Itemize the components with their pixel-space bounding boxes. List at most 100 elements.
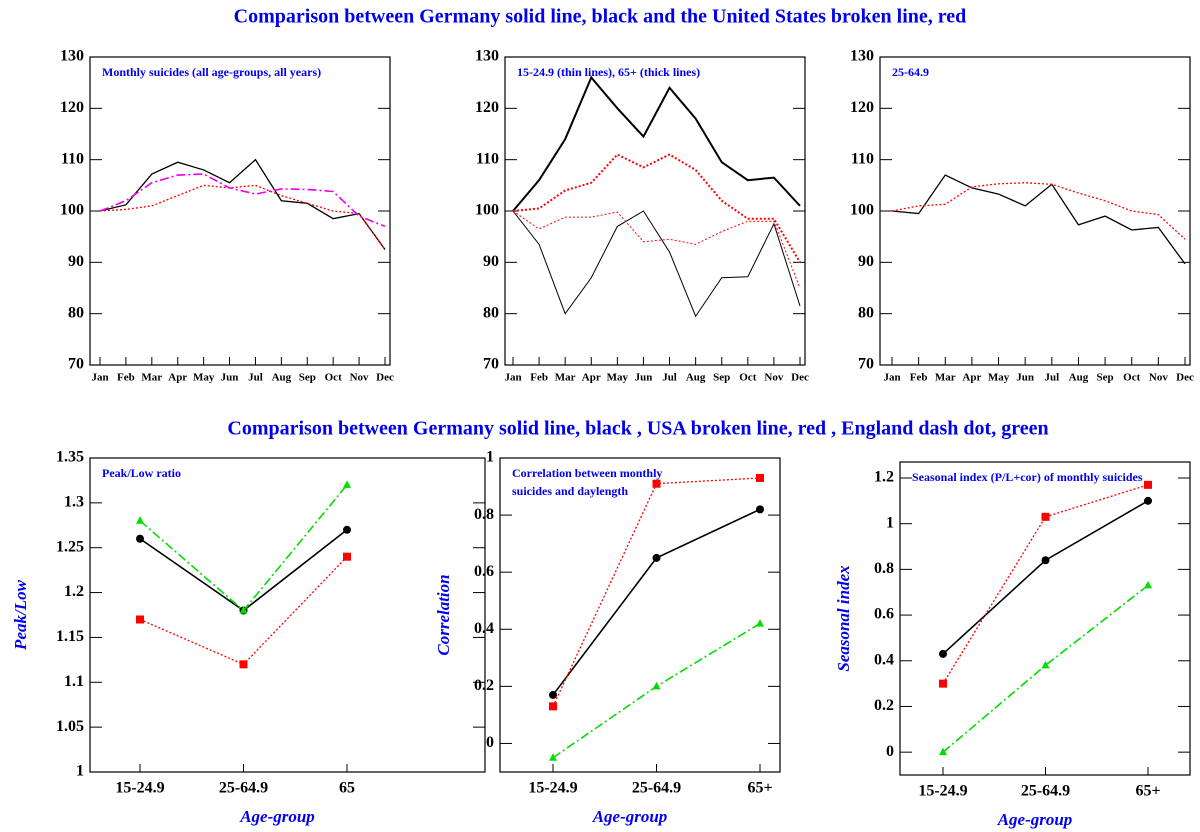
y-tick-label: 0.2: [874, 697, 894, 714]
y-tick-label: 1: [886, 514, 894, 531]
plot-frame: [499, 457, 781, 773]
series-line: [139, 529, 348, 612]
marker: [1041, 660, 1050, 669]
plot-frame: [89, 457, 486, 773]
x-tick-label: Jun: [1016, 372, 1034, 384]
marker: [939, 649, 947, 658]
y-tick-label: 1.25: [56, 538, 84, 555]
marker: [239, 660, 248, 669]
x-tick-label: Sep: [713, 372, 730, 384]
y-tick-label: 0.4: [874, 651, 894, 668]
x-tick-label: May: [607, 372, 629, 384]
marker: [1041, 512, 1050, 521]
marker: [549, 753, 557, 761]
plot-note: Peak/Low ratio: [102, 466, 181, 480]
y-tick-label: 90: [483, 253, 499, 270]
x-tick-label: Jun: [635, 372, 653, 384]
y-tick-label: 1.2: [64, 583, 84, 600]
plot-note: Correlation between monthly: [512, 466, 662, 480]
series-line: [99, 173, 386, 228]
marker: [343, 525, 351, 534]
x-tick-label: May: [988, 372, 1010, 384]
x-tick-label: Dec: [791, 372, 809, 384]
y-tick-label: 100: [475, 202, 499, 219]
x-tick-label: Aug: [686, 372, 706, 384]
marker: [1144, 580, 1152, 589]
series-line: [552, 477, 761, 707]
y-tick-label: 130: [850, 48, 874, 65]
section-title: Comparison between Germany solid line, b…: [234, 6, 967, 28]
series-line: [512, 210, 801, 318]
x-tick-label: Apr: [582, 372, 601, 384]
y-tick-label: 0.2: [474, 677, 494, 694]
y-tick-label: 1.1: [64, 673, 84, 690]
x-tick-label: 25-64.9: [1021, 783, 1070, 800]
marker: [939, 747, 947, 756]
plot-note: Seasonal index (P/L+cor) of monthly suic…: [912, 470, 1143, 484]
series-line: [552, 508, 761, 696]
x-tick-label: Sep: [1097, 372, 1114, 384]
y-tick-label: 0.4: [474, 620, 494, 637]
x-axis-label: Age-group: [997, 810, 1073, 829]
plot-note: 25-64.9: [892, 65, 929, 79]
plot-note: 15-24.9 (thin lines), 65+ (thick lines): [517, 65, 700, 79]
x-tick-label: Jan: [91, 372, 108, 384]
x-tick-label: 25-64.9: [632, 780, 681, 797]
x-tick-label: Oct: [739, 372, 756, 384]
y-tick-label: 1.35: [56, 449, 84, 466]
x-tick-label: Dec: [376, 372, 394, 384]
y-tick-label: 110: [476, 150, 499, 167]
x-tick-label: 15-24.9: [115, 780, 164, 797]
y-tick-label: 70: [858, 356, 874, 373]
y-tick-label: 110: [851, 150, 874, 167]
series-line: [942, 584, 1149, 753]
x-tick-label: 65+: [1135, 783, 1160, 800]
x-axis-label: Age-group: [239, 807, 315, 826]
y-tick-label: 1.05: [56, 718, 84, 735]
x-tick-label: May: [193, 372, 215, 384]
y-tick-label: 100: [850, 202, 874, 219]
section-title: Comparison between Germany solid line, b…: [227, 418, 1048, 440]
marker: [239, 606, 248, 614]
y-tick-label: 80: [858, 304, 874, 321]
y-tick-label: 1.2: [874, 469, 894, 486]
series-line: [891, 182, 1186, 240]
plot-frame: [899, 461, 1191, 776]
x-tick-label: Apr: [168, 372, 187, 384]
y-tick-label: 120: [60, 99, 84, 116]
x-tick-label: Jun: [221, 372, 239, 384]
y-tick-label: 0.8: [474, 506, 494, 523]
series-line: [99, 158, 386, 250]
y-tick-label: 0.8: [874, 560, 894, 577]
x-tick-label: Nov: [350, 372, 369, 384]
marker: [1041, 556, 1050, 565]
y-tick-label: 80: [483, 304, 499, 321]
y-tick-label: 70: [68, 356, 84, 373]
plot-frame: [89, 56, 391, 366]
y-tick-label: 0.6: [474, 563, 494, 580]
x-tick-label: 15-24.9: [528, 780, 577, 797]
series-line: [512, 153, 801, 263]
y-axis-label: Seasonal index: [834, 565, 853, 672]
marker: [549, 702, 557, 711]
series-line: [512, 210, 801, 289]
marker: [756, 619, 764, 627]
x-tick-label: Feb: [910, 372, 928, 384]
x-tick-label: Oct: [325, 372, 342, 384]
y-tick-label: 1.15: [56, 628, 84, 645]
x-tick-label: 25-64.9: [219, 780, 268, 797]
x-tick-label: Dec: [1176, 372, 1194, 384]
y-tick-label: 130: [60, 48, 84, 65]
x-tick-label: Mar: [555, 372, 576, 384]
x-tick-label: Jan: [504, 372, 521, 384]
series-line: [139, 484, 348, 612]
plot-note: Monthly suicides (all age-groups, all ye…: [102, 65, 321, 79]
series-line: [942, 484, 1149, 684]
marker: [652, 553, 661, 562]
y-tick-label: 1: [76, 763, 84, 780]
plot-note: suicides and daylength: [512, 484, 628, 498]
x-tick-label: Feb: [530, 372, 548, 384]
marker: [549, 690, 557, 699]
y-tick-label: 90: [858, 253, 874, 270]
